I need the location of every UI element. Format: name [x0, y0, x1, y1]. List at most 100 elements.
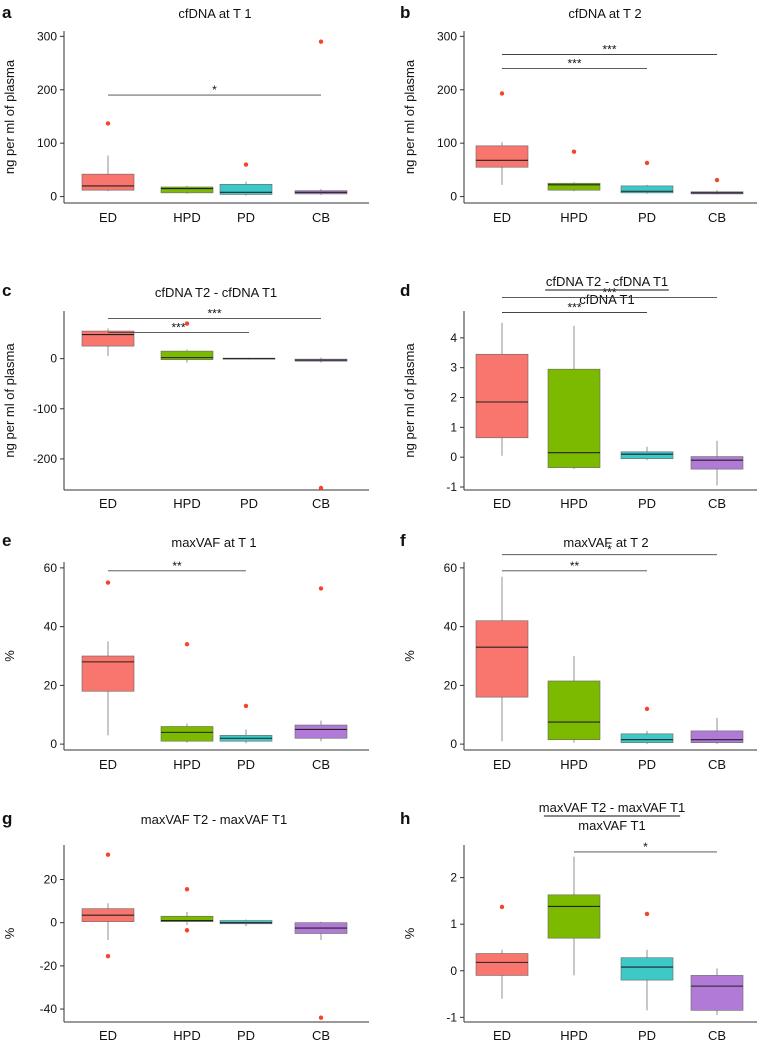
box-body	[547, 894, 601, 939]
outlier-point	[105, 953, 111, 959]
box-body	[160, 726, 214, 742]
outlier-point	[499, 904, 505, 910]
outlier-point	[318, 1015, 324, 1020]
significance-label: *	[607, 543, 612, 557]
y-axis-label: ng per ml of plasma	[2, 343, 17, 458]
outlier-point	[105, 121, 111, 126]
x-tick-label: HPD	[173, 496, 200, 511]
box-pd	[620, 446, 674, 461]
panel-h: h maxVAF T2 - maxVAF T1 maxVAF T1 -1 0 1 2% ED H…	[400, 800, 757, 1042]
x-tick-label: CB	[708, 757, 726, 772]
y-tick-label: 40	[444, 620, 458, 634]
significance-label: ***	[567, 56, 581, 70]
box-body	[81, 330, 135, 347]
box-body	[219, 184, 273, 195]
box-cb	[294, 586, 348, 742]
outlier-point	[243, 703, 249, 709]
x-tick-label: ED	[493, 210, 511, 225]
x-tick-label: HPD	[560, 1028, 587, 1042]
panel-letter: e	[2, 531, 11, 550]
panel-letter: b	[400, 3, 410, 22]
x-tick-label: CB	[312, 496, 330, 511]
box-hpd	[160, 321, 214, 363]
y-tick-label: 1	[450, 917, 457, 931]
y-tick-label: -20	[40, 959, 58, 973]
chart-title: cfDNA T2 - cfDNA T1	[155, 285, 277, 300]
box-body	[620, 733, 674, 743]
y-tick-label: 60	[444, 561, 458, 575]
box-ed	[475, 904, 529, 999]
x-tick-label: PD	[237, 1028, 255, 1042]
y-tick-label: 100	[37, 136, 57, 150]
y-tick-label: 0	[450, 964, 457, 978]
box-body	[690, 975, 744, 1011]
box-ed	[475, 91, 529, 185]
box-hpd	[160, 185, 214, 194]
box-cb	[294, 357, 348, 491]
box-body	[547, 368, 601, 468]
outlier-point	[644, 911, 650, 917]
box-hpd	[160, 642, 214, 743]
panel-e: e maxVAF at T 1 0 20 40 60% ED HPD PD CB **	[2, 531, 369, 772]
significance-label: ***	[207, 307, 221, 321]
box-body	[475, 353, 529, 439]
panel-a: a cfDNA at T 1 0 100 200 300 ng per ml of plas…	[2, 3, 369, 225]
x-tick-label: HPD	[560, 210, 587, 225]
y-tick-label: 300	[437, 29, 457, 43]
box-ed	[81, 580, 135, 736]
x-tick-label: ED	[99, 1028, 117, 1042]
panel-g: g maxVAF T2 - maxVAF T1 20 0 -20 -40% ED HPD PD C…	[2, 809, 369, 1042]
x-tick-label: CB	[708, 1028, 726, 1042]
y-tick-label: 300	[37, 29, 57, 43]
box-ed	[475, 322, 529, 456]
outlier-point	[243, 162, 249, 167]
box-body	[81, 173, 135, 191]
box-cb	[690, 968, 744, 1016]
x-tick-label: HPD	[173, 757, 200, 772]
box-body	[547, 182, 601, 191]
chart-title: cfDNA at T 1	[178, 6, 251, 21]
y-tick-label: 0	[50, 352, 57, 366]
box-body	[620, 957, 674, 981]
x-tick-label: CB	[708, 210, 726, 225]
significance-label: ***	[602, 286, 616, 300]
box-pd	[219, 919, 273, 926]
x-tick-label: ED	[99, 210, 117, 225]
significance-label: *	[212, 83, 217, 97]
outlier-point	[318, 586, 324, 591]
outlier-point	[184, 642, 190, 647]
x-tick-label: CB	[312, 210, 330, 225]
significance-label: ***	[602, 43, 616, 57]
box-body	[690, 456, 744, 470]
y-tick-label: -200	[33, 452, 57, 466]
y-tick-label: 4	[450, 331, 457, 345]
box-body	[620, 451, 674, 459]
x-tick-label: PD	[638, 496, 656, 511]
panel-c: c cfDNA T2 - cfDNA T1 0 -100 -200 ng per ml o…	[2, 281, 369, 511]
y-axis-label: %	[402, 927, 417, 939]
y-tick-label: 20	[444, 678, 458, 692]
chart-title-numerator: cfDNA T2 - cfDNA T1	[546, 274, 668, 289]
box-cb	[690, 177, 744, 195]
y-tick-label: 0	[450, 190, 457, 204]
y-axis-label: %	[2, 927, 17, 939]
box-cb	[294, 921, 348, 1020]
panel-letter: c	[2, 281, 11, 300]
panel-d: d cfDNA T2 - cfDNA T1 cfDNA T1 -1 0 1 2 3 4 ng pe…	[400, 274, 757, 511]
chart-title: maxVAF at T 1	[171, 535, 256, 550]
box-body	[160, 915, 214, 922]
outlier-point	[714, 177, 720, 183]
x-tick-label: PD	[638, 210, 656, 225]
significance-label: ***	[171, 321, 185, 335]
x-tick-label: HPD	[173, 210, 200, 225]
panel-letter: h	[400, 809, 410, 828]
y-tick-label: 2	[450, 871, 457, 885]
panel-letter: g	[2, 809, 12, 828]
y-tick-label: 1	[450, 420, 457, 434]
box-body	[475, 953, 529, 976]
box-cb	[294, 39, 348, 195]
box-pd	[219, 162, 273, 196]
x-tick-label: PD	[237, 210, 255, 225]
